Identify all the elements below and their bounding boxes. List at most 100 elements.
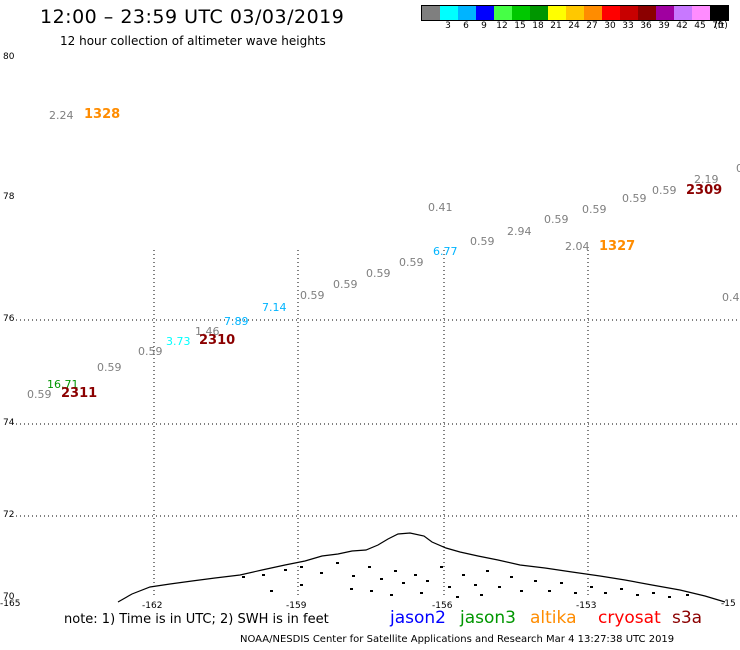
latitude-label: 78 [3, 192, 15, 202]
wave-height-value: 0.59 [366, 267, 391, 280]
wave-height-value: 2.24 [49, 109, 74, 122]
island-mark [370, 590, 373, 592]
color-scale-label: 15 [514, 21, 526, 31]
wave-height-value: 2.94 [507, 225, 532, 238]
island-mark [686, 594, 689, 596]
satellite-legend-jason3: jason3 [460, 608, 516, 628]
island-mark [402, 582, 405, 584]
island-mark [380, 578, 383, 580]
island-mark [420, 592, 423, 594]
latitude-label: 76 [3, 314, 15, 324]
latitude-label: 80 [3, 52, 15, 62]
color-swatch [440, 6, 458, 20]
island-mark [456, 596, 459, 598]
wave-height-value: 6.77 [433, 245, 458, 258]
pass-time-label: 2309 [686, 183, 723, 198]
island-mark [270, 590, 273, 592]
longitude-label: -162 [142, 601, 163, 611]
color-scale-label: 24 [568, 21, 580, 31]
island-mark [560, 582, 563, 584]
map-subtitle: 12 hour collection of altimeter wave hei… [60, 34, 326, 48]
color-swatch [674, 6, 692, 20]
island-mark [394, 570, 397, 572]
wave-height-value: 0.59 [470, 235, 495, 248]
satellite-legend-jason2: jason2 [390, 608, 446, 628]
wave-height-value: 0.59 [97, 361, 122, 374]
latitude-label: 72 [3, 510, 15, 520]
latitude-label: 74 [3, 418, 15, 428]
wave-height-value: 0.41 [428, 201, 453, 214]
color-swatch [512, 6, 530, 20]
island-mark [574, 592, 577, 594]
pass-time-label: 2310 [199, 333, 236, 348]
island-mark [474, 584, 477, 586]
color-swatch [458, 6, 476, 20]
island-mark [426, 580, 429, 582]
island-mark [590, 586, 593, 588]
color-scale-label: 12 [496, 21, 508, 31]
color-swatch [692, 6, 710, 20]
satellite-legend-cryosat: cryosat [598, 608, 661, 628]
coastline [117, 532, 726, 603]
wave-height-value: 0.59 [333, 278, 358, 291]
color-scale-label: 21 [550, 21, 562, 31]
wave-height-value: 0.59 [622, 192, 647, 205]
color-scale-label: 3 [445, 21, 451, 31]
color-swatch [602, 6, 620, 20]
longitude-label: -156 [432, 601, 453, 611]
color-scale-label: 45 [694, 21, 706, 31]
longitude-label: -159 [286, 601, 307, 611]
wave-height-color-scale [421, 5, 729, 21]
island-mark [480, 594, 483, 596]
color-swatch [710, 6, 728, 20]
island-mark [350, 588, 353, 590]
color-swatch [566, 6, 584, 20]
color-swatch [620, 6, 638, 20]
lat-lon-grid [16, 250, 740, 598]
island-mark [534, 580, 537, 582]
color-scale-label: 70 [712, 21, 724, 31]
map-title: 12:00 – 23:59 UTC 03/03/2019 [40, 6, 345, 28]
wave-height-value: 0.59 [652, 184, 677, 197]
island-mark [620, 588, 623, 590]
color-scale-label: 18 [532, 21, 544, 31]
pass-time-label: 1327 [599, 239, 636, 254]
island-mark [486, 570, 489, 572]
color-scale-unit: (ft) [714, 21, 728, 31]
island-mark [548, 590, 551, 592]
island-mark [390, 594, 393, 596]
color-scale-label: 33 [622, 21, 634, 31]
pass-time-label: 1328 [84, 107, 121, 122]
longitude-label: -15 [721, 599, 736, 609]
arctic-islands [242, 562, 689, 598]
pass-time-label: 2311 [61, 386, 98, 401]
color-swatch [476, 6, 494, 20]
color-scale-label: 30 [604, 21, 616, 31]
wave-height-value: 0.59 [300, 289, 325, 302]
color-swatch [584, 6, 602, 20]
latitude-label: 70 [3, 592, 15, 602]
wave-height-value: 7.89 [224, 315, 249, 328]
wave-height-value: 3.73 [166, 335, 191, 348]
island-mark [336, 562, 339, 564]
island-mark [414, 574, 417, 576]
footer-note: note: 1) Time is in UTC; 2) SWH is in fe… [64, 612, 329, 627]
island-mark [300, 584, 303, 586]
wave-height-value: 0.59 [399, 256, 424, 269]
wave-height-value: 1.46 [195, 325, 220, 338]
island-mark [300, 566, 303, 568]
wave-height-value: 0 [736, 162, 740, 175]
color-scale-label: 9 [481, 21, 487, 31]
longitude-label: -165 [0, 599, 21, 609]
island-mark [498, 586, 501, 588]
color-scale-label: 39 [658, 21, 670, 31]
color-scale-label: 6 [463, 21, 469, 31]
island-mark [604, 592, 607, 594]
credit-line: NOAA/NESDIS Center for Satellite Applica… [240, 634, 675, 645]
island-mark [320, 572, 323, 574]
satellite-legend-s3a: s3a [672, 608, 703, 628]
color-scale-label: 36 [640, 21, 652, 31]
island-mark [368, 566, 371, 568]
color-swatch [530, 6, 548, 20]
island-mark [510, 576, 513, 578]
